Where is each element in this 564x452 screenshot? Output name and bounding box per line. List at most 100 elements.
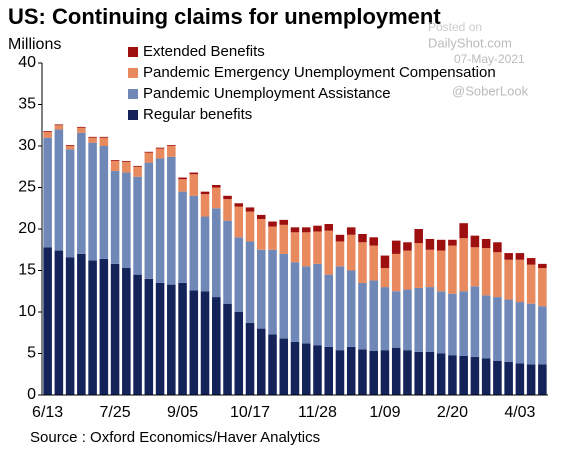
bar-segment	[77, 132, 86, 254]
bar-segment	[481, 248, 491, 296]
bar-segment	[448, 239, 457, 246]
bar-segment	[493, 360, 502, 395]
bar-segment	[43, 131, 52, 132]
bar-segment	[380, 268, 390, 288]
bar-segment	[279, 219, 289, 225]
legend-label: Pandemic Unemployment Assistance	[143, 85, 391, 102]
bar-segment	[358, 349, 367, 395]
bar-segment	[110, 170, 120, 264]
bar-segment	[65, 146, 75, 150]
bar-segment	[436, 250, 446, 292]
bar-segment	[88, 137, 97, 143]
bar-segment	[178, 177, 187, 180]
bar-segment	[290, 227, 300, 233]
bar-segment	[54, 124, 64, 126]
bar-segment	[403, 250, 412, 290]
bar-segment	[99, 146, 109, 259]
bar-segment	[155, 158, 165, 283]
bar-segment	[133, 165, 142, 167]
bar-segment	[223, 220, 232, 304]
bar-segment	[88, 260, 97, 395]
bar-segment	[212, 208, 221, 298]
bar-segment	[256, 219, 266, 250]
legend-label: Pandemic Emergency Unemployment Compensa…	[143, 64, 496, 81]
bar-segment	[414, 351, 423, 395]
bar-segment	[504, 299, 513, 362]
watermark: Posted on	[428, 20, 482, 34]
bar-segment	[77, 126, 86, 128]
bar-segment	[65, 145, 75, 146]
bar-segment	[526, 303, 536, 365]
bar-segment	[470, 356, 480, 395]
bar-segment	[526, 258, 536, 265]
bar-segment	[133, 176, 142, 275]
bar-segment	[470, 235, 480, 248]
bar-segment	[504, 361, 513, 395]
bar-segment	[459, 238, 468, 292]
bar-segment	[122, 172, 131, 269]
bar-segment	[358, 282, 367, 350]
bar-segment	[234, 203, 244, 207]
bar-segment	[538, 306, 547, 365]
bar-segment	[43, 131, 52, 138]
bar-segment	[504, 253, 513, 260]
x-tick-label: 6/13	[32, 404, 63, 421]
bar-segment	[212, 187, 221, 209]
bar-segment	[459, 223, 468, 239]
bar-segment	[43, 247, 52, 395]
bar-segment	[155, 282, 165, 395]
bar-segment	[178, 282, 187, 395]
bar-segment	[279, 338, 289, 395]
bar-segment	[234, 237, 244, 312]
bar-segment	[425, 238, 435, 250]
bar-segment	[448, 355, 457, 395]
bar-segment	[380, 350, 390, 395]
bar-segment	[223, 195, 232, 200]
x-tick-label: 11/28	[298, 404, 337, 421]
bar-segment	[313, 231, 322, 264]
bar-segment	[200, 216, 210, 292]
legend-label: Regular benefits	[143, 106, 252, 123]
bar-segment	[301, 343, 311, 395]
bar-segment	[268, 334, 277, 395]
bar-segment	[380, 255, 390, 269]
bar-segment	[335, 234, 345, 242]
bar-segment	[301, 227, 311, 233]
bar-segment	[65, 257, 75, 395]
bar-segment	[155, 147, 165, 149]
bar-segment	[403, 242, 412, 251]
source: Source : Oxford Economics/Haver Analytic…	[30, 429, 320, 446]
bar-segment	[346, 234, 356, 271]
bar-segment	[403, 289, 412, 351]
bar-segment	[369, 280, 378, 352]
bar-segment	[144, 152, 154, 163]
bar-segment	[515, 363, 525, 395]
x-tick-label: 4/03	[504, 404, 535, 421]
bar-segment	[65, 149, 75, 258]
bar-segment	[493, 297, 502, 361]
bar-segment	[526, 264, 536, 304]
bar-segment	[391, 291, 401, 348]
bar-segment	[313, 263, 322, 346]
bar-segment	[391, 240, 401, 254]
bar-segment	[77, 127, 86, 133]
bar-segment	[481, 295, 491, 359]
bar-segment	[369, 245, 378, 281]
bar-segment	[414, 243, 423, 288]
bar-segment	[245, 207, 255, 212]
bar-segment	[110, 160, 120, 171]
bar-segment	[324, 274, 334, 347]
bar-segment	[459, 291, 468, 356]
bar-segment	[346, 346, 356, 395]
bar-segment	[234, 206, 244, 238]
bar-segment	[133, 166, 142, 177]
legend-swatch	[128, 89, 138, 99]
bar-segment	[234, 312, 244, 395]
bar-segment	[346, 227, 356, 235]
watermark: 07-May-2021	[454, 52, 525, 66]
bar-segment	[189, 195, 199, 291]
bar-segment	[290, 232, 300, 263]
bar-segment	[279, 224, 289, 254]
bar-segment	[290, 262, 300, 342]
